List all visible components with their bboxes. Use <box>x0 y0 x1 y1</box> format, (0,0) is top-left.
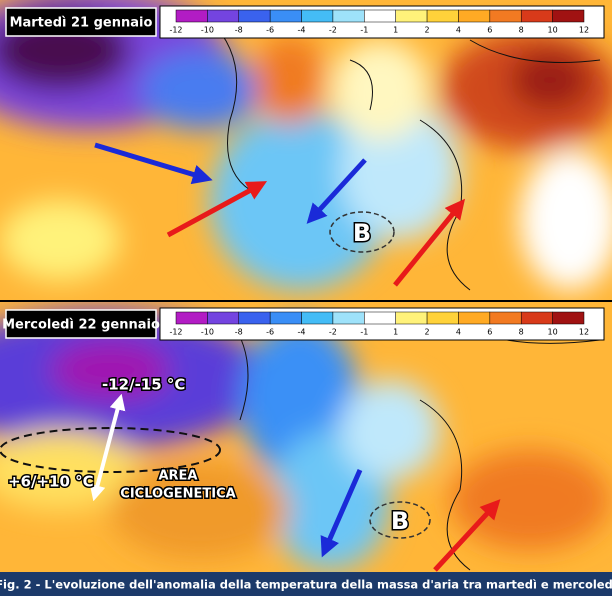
scale-label: 1 <box>393 328 398 337</box>
scale-label: 4 <box>456 26 461 35</box>
scale-swatch <box>301 311 334 325</box>
scale-swatch <box>458 9 491 23</box>
scale-label: -4 <box>298 26 306 35</box>
scale-label: 8 <box>519 26 524 35</box>
scale-label: -12 <box>169 26 182 35</box>
scale-label: 4 <box>456 328 461 337</box>
scale-label: -8 <box>235 328 243 337</box>
scale-label: 8 <box>519 328 524 337</box>
scale-label: -4 <box>298 328 306 337</box>
area-label: AREA <box>158 469 197 484</box>
scale-swatch <box>207 311 240 325</box>
area-label: CICLOGENETICA <box>120 487 235 502</box>
scale-swatch <box>269 311 302 325</box>
scale-swatch <box>426 9 459 23</box>
scale-swatch <box>520 311 553 325</box>
low-label: B <box>353 219 371 247</box>
warm-label: +6/+10 °C <box>8 473 94 491</box>
scale-swatch <box>332 9 365 23</box>
scale-label: 10 <box>548 26 558 35</box>
scale-label: -10 <box>201 328 214 337</box>
title-box <box>5 309 157 339</box>
scale-label: -8 <box>235 26 243 35</box>
scale-label: -6 <box>266 26 274 35</box>
panel-title: Mercoledì 22 gennaio <box>2 318 160 333</box>
caption-bar <box>0 572 612 596</box>
color-scale: -12 -10 -8 -6 -4 -2 -1 1 2 4 6 8 10 12 <box>159 5 605 39</box>
scale-label: 2 <box>425 328 430 337</box>
scale-label: 2 <box>425 26 430 35</box>
scale-swatch <box>458 311 491 325</box>
scale-swatch <box>301 9 334 23</box>
scale-swatch <box>395 311 428 325</box>
scale-label: -12 <box>169 328 182 337</box>
scale-label: -6 <box>266 328 274 337</box>
title-box <box>5 7 157 37</box>
map-top: B <box>0 0 612 300</box>
low-label: B <box>391 507 409 535</box>
scale-label: -1 <box>360 26 368 35</box>
scale-swatch <box>269 9 302 23</box>
cold-label: -12/-15 °C <box>102 376 185 394</box>
scale-swatch <box>489 311 522 325</box>
scale-swatch <box>207 9 240 23</box>
scale-label: 6 <box>487 26 492 35</box>
color-scale: -12 -10 -8 -6 -4 -2 -1 1 2 4 6 8 10 12 <box>159 307 605 341</box>
scale-label: 12 <box>579 26 589 35</box>
scale-label: 12 <box>579 328 589 337</box>
scale-swatch <box>520 9 553 23</box>
scale-swatch <box>489 9 522 23</box>
scale-swatch <box>175 311 208 325</box>
scale-label: -2 <box>329 26 337 35</box>
scale-swatch <box>395 9 428 23</box>
scale-swatch <box>175 9 208 23</box>
scale-swatch <box>426 311 459 325</box>
scale-label: -2 <box>329 328 337 337</box>
scale-label: 6 <box>487 328 492 337</box>
scale-swatch <box>552 9 585 23</box>
map-bottom: B -12/-15 °C +6/+10 °C AREA CICLOGENETIC… <box>0 302 612 572</box>
scale-label: 10 <box>548 328 558 337</box>
scale-swatch <box>552 311 585 325</box>
scale-swatch <box>238 311 271 325</box>
scale-swatch <box>364 9 396 23</box>
panel-title: Martedì 21 gennaio <box>10 16 153 31</box>
scale-swatch <box>364 311 396 325</box>
scale-label: 1 <box>393 26 398 35</box>
scale-label: -1 <box>360 328 368 337</box>
scale-swatch <box>332 311 365 325</box>
scale-swatch <box>238 9 271 23</box>
scale-label: -10 <box>201 26 214 35</box>
caption: Fig. 2 - L'evoluzione dell'anomalia dell… <box>0 578 612 592</box>
